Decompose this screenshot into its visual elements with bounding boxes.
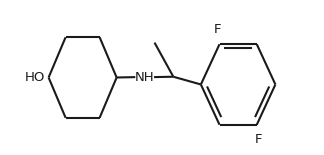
Text: HO: HO <box>24 71 45 84</box>
Text: F: F <box>214 23 222 36</box>
Text: F: F <box>255 133 262 146</box>
Text: NH: NH <box>135 71 155 84</box>
